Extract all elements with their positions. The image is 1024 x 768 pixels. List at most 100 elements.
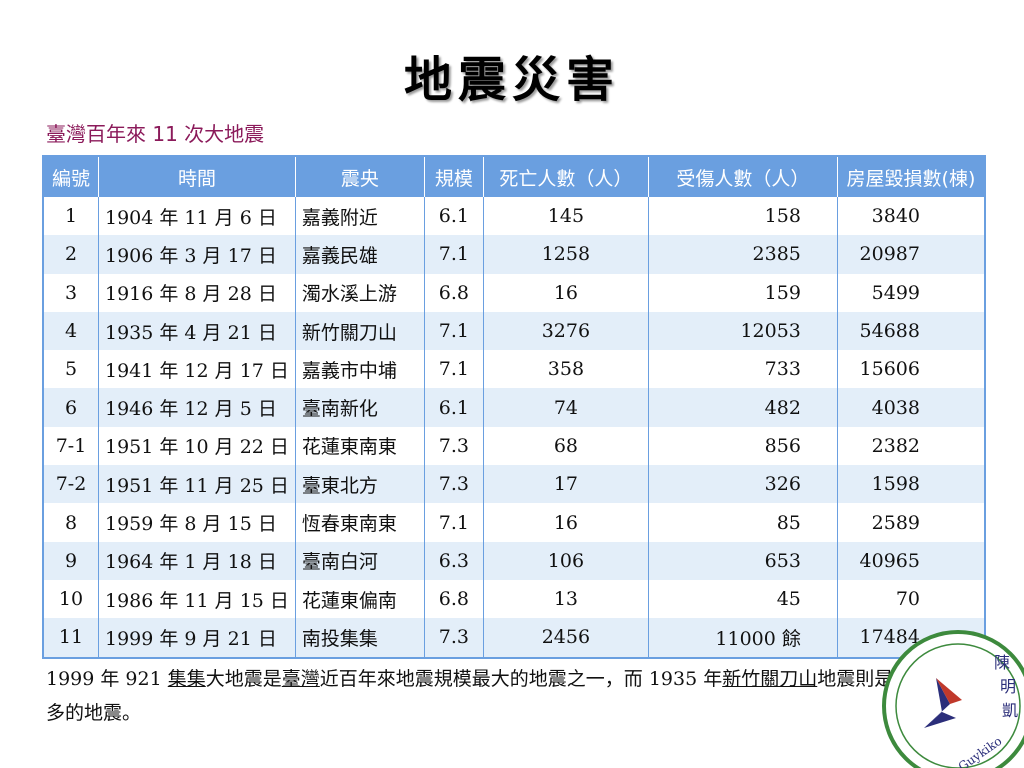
cell-injuries: 11000 餘 (648, 618, 838, 658)
note-text: 1999 年 921 (46, 668, 168, 690)
cell-injuries: 653 (648, 541, 838, 580)
cell-injuries: 45 (648, 579, 838, 619)
cell-magnitude: 7.3 (424, 618, 484, 658)
table-row: 9 1964 年 1 月 18 日 臺南白河 6.3 106 653 40965 (43, 541, 986, 580)
cell-injuries: 326 (648, 465, 838, 504)
table-row: 4 1935 年 4 月 21 日 新竹關刀山 7.1 3276 12053 5… (43, 311, 986, 351)
table-row: 6 1946 年 12 月 5 日 臺南新化 6.1 74 482 4038 (43, 388, 986, 427)
table-row: 7-1 1951 年 10 月 22 日 花蓮東南東 7.3 68 856 23… (43, 426, 986, 466)
cell-houses: 20987 (837, 235, 986, 274)
cell-magnitude: 6.8 (424, 273, 484, 312)
table-header-row: 編號 時間 震央 規模 死亡人數（人） 受傷人數（人） 房屋毀損數(棟) (43, 156, 986, 197)
cell-houses: 3840 (837, 197, 986, 236)
cell-magnitude: 6.1 (424, 197, 484, 236)
cell-deaths: 1258 (483, 235, 649, 274)
cell-deaths: 16 (483, 503, 649, 542)
cell-epicenter: 花蓮東偏南 (295, 579, 425, 619)
cell-magnitude: 7.1 (424, 311, 484, 351)
cell-no: 10 (43, 579, 99, 619)
cell-houses: 2589 (837, 503, 986, 542)
cell-epicenter: 濁水溪上游 (295, 273, 425, 312)
header-magnitude: 規模 (424, 156, 484, 197)
page-title: 地震災害 (403, 52, 620, 108)
cell-no: 3 (43, 273, 99, 312)
note-text: 大地震是 (205, 668, 282, 690)
cell-time: 1941 年 12 月 17 日 (98, 350, 296, 389)
earthquake-table: 編號 時間 震央 規模 死亡人數（人） 受傷人數（人） 房屋毀損數(棟) 1 1… (42, 155, 986, 659)
cell-time: 1904 年 11 月 6 日 (98, 197, 296, 236)
cell-houses: 15606 (837, 350, 986, 389)
header-time: 時間 (98, 156, 296, 197)
cell-no: 9 (43, 541, 99, 580)
cell-houses: 4038 (837, 388, 986, 427)
cell-no: 2 (43, 235, 99, 274)
cell-injuries: 159 (648, 273, 838, 312)
cell-time: 1916 年 8 月 28 日 (98, 273, 296, 312)
header-deaths: 死亡人數（人） (483, 156, 649, 197)
logo-char: 凱 (1002, 701, 1018, 720)
note-underlined-term: 臺灣 (281, 668, 320, 690)
cell-deaths: 74 (483, 388, 649, 427)
cell-magnitude: 7.3 (424, 426, 484, 466)
cell-time: 1906 年 3 月 17 日 (98, 235, 296, 274)
logo-char: 明 (1000, 677, 1016, 696)
table-row: 2 1906 年 3 月 17 日 嘉義民雄 7.1 1258 2385 209… (43, 235, 986, 274)
cell-injuries: 158 (648, 197, 838, 236)
header-injuries: 受傷人數（人） (648, 156, 838, 197)
cell-magnitude: 6.8 (424, 579, 484, 619)
cell-houses: 5499 (837, 273, 986, 312)
cell-deaths: 358 (483, 350, 649, 389)
footnote-paragraph: 1999 年 921 集集大地震是臺灣近百年來地震規模最大的地震之一，而 193… (46, 662, 996, 730)
cell-magnitude: 7.3 (424, 465, 484, 504)
cell-time: 1935 年 4 月 21 日 (98, 311, 296, 351)
header-houses: 房屋毀損數(棟) (837, 156, 986, 197)
cell-houses: 40965 (837, 541, 986, 580)
table-row: 11 1999 年 9 月 21 日 南投集集 7.3 2456 11000 餘… (43, 618, 986, 658)
cell-magnitude: 6.3 (424, 541, 484, 580)
cell-time: 1999 年 9 月 21 日 (98, 618, 296, 658)
cell-no: 4 (43, 311, 99, 351)
cell-injuries: 2385 (648, 235, 838, 274)
cell-no: 1 (43, 197, 99, 236)
cell-deaths: 16 (483, 273, 649, 312)
note-text: 近百年來地震規模最大的地震之一，而 1935 年 (319, 668, 723, 690)
compass-logo-icon: 陳 明 凱 Guykiko (882, 630, 1024, 768)
header-no: 編號 (43, 156, 99, 197)
cell-epicenter: 新竹關刀山 (295, 311, 425, 351)
cell-epicenter: 嘉義市中埔 (295, 350, 425, 389)
cell-injuries: 85 (648, 503, 838, 542)
cell-injuries: 482 (648, 388, 838, 427)
cell-no: 11 (43, 618, 99, 658)
cell-epicenter: 嘉義附近 (295, 197, 425, 236)
cell-houses: 54688 (837, 311, 986, 351)
cell-epicenter: 恆春東南東 (295, 503, 425, 542)
cell-magnitude: 7.1 (424, 350, 484, 389)
table-row: 7-2 1951 年 11 月 25 日 臺東北方 7.3 17 326 159… (43, 465, 986, 504)
cell-epicenter: 南投集集 (295, 618, 425, 658)
cell-epicenter: 臺東北方 (295, 465, 425, 504)
cell-no: 7-1 (43, 426, 99, 466)
table-row: 10 1986 年 11 月 15 日 花蓮東偏南 6.8 13 45 70 (43, 579, 986, 619)
cell-houses: 2382 (837, 426, 986, 466)
cell-time: 1959 年 8 月 15 日 (98, 503, 296, 542)
cell-houses: 70 (837, 579, 986, 619)
cell-deaths: 68 (483, 426, 649, 466)
cell-epicenter: 臺南白河 (295, 541, 425, 580)
cell-no: 5 (43, 350, 99, 389)
cell-magnitude: 7.1 (424, 503, 484, 542)
cell-injuries: 856 (648, 426, 838, 466)
cell-time: 1946 年 12 月 5 日 (98, 388, 296, 427)
cell-epicenter: 嘉義民雄 (295, 235, 425, 274)
cell-time: 1964 年 1 月 18 日 (98, 541, 296, 580)
table-row: 5 1941 年 12 月 17 日 嘉義市中埔 7.1 358 733 156… (43, 350, 986, 389)
header-epicenter: 震央 (295, 156, 425, 197)
cell-no: 6 (43, 388, 99, 427)
cell-deaths: 13 (483, 579, 649, 619)
cell-houses: 1598 (837, 465, 986, 504)
note-underlined-term: 新竹關刀山 (722, 668, 818, 690)
logo-char: 陳 (994, 653, 1010, 672)
cell-time: 1986 年 11 月 15 日 (98, 579, 296, 619)
cell-deaths: 3276 (483, 311, 649, 351)
cell-epicenter: 臺南新化 (295, 388, 425, 427)
cell-deaths: 145 (483, 197, 649, 236)
